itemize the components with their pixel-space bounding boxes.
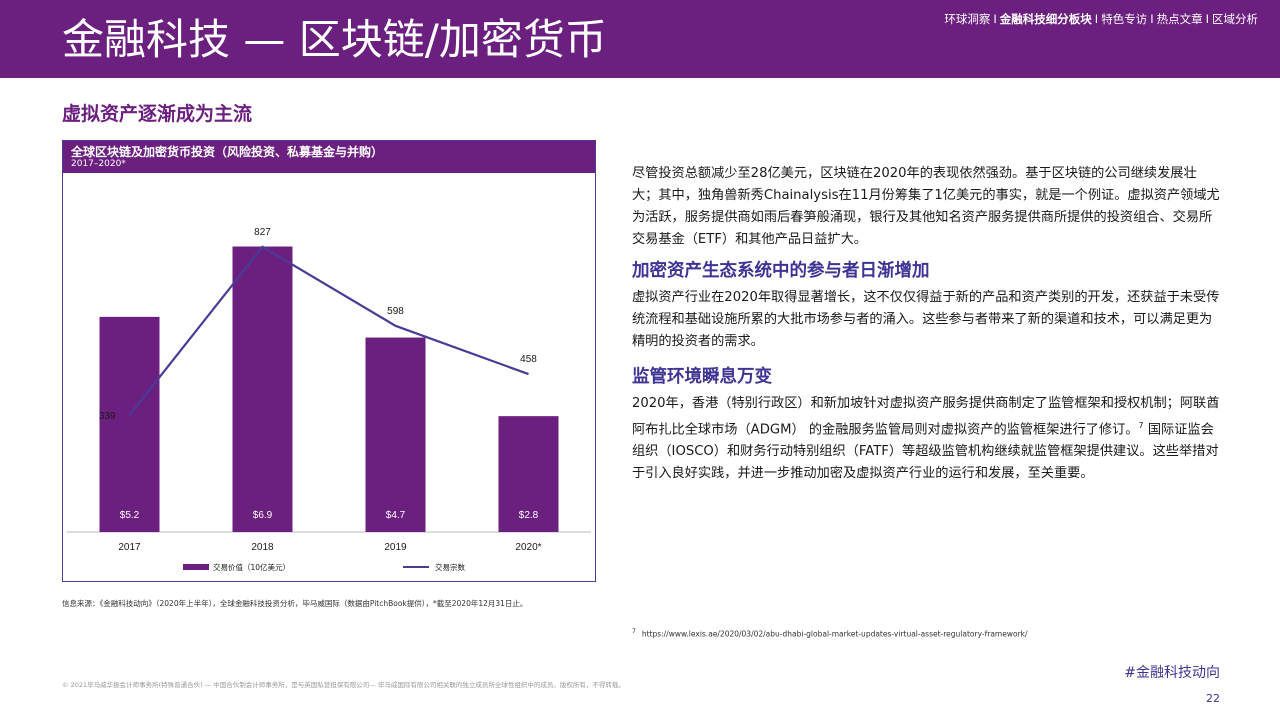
paragraph-ecosystem: 虚拟资产行业在2020年取得显著增长，这不仅仅得益于新的产品和资产类别的开发，还… — [632, 290, 1220, 349]
paragraph-regulation-part2: 国际证监会组织（IOSCO）和财务行动特别组织（FATF）等超级监管机构继续就监… — [632, 422, 1219, 482]
bar-2 — [365, 337, 426, 532]
bar-value-label-2: $4.7 — [386, 510, 406, 521]
source-note: 信息来源：《金融科技动向》（2020年上半年），全球金融科技投资分析，毕马威国际… — [62, 599, 528, 608]
page-title: 金融科技 — 区块链/加密货币 — [62, 15, 607, 64]
line-series-path — [128, 245, 529, 416]
heading-ecosystem: 加密资产生态系统中的参与者日渐增加 — [632, 261, 930, 281]
copyright: © 2021毕马威华振会计师事务所(特殊普通合伙) — 中国合伙制会计师事务所，… — [62, 681, 625, 689]
x-tick-label-2: 2019 — [384, 542, 407, 553]
nav-separator: I — [1150, 12, 1154, 26]
bar-value-label-0: $5.2 — [120, 510, 140, 521]
footnote: 7 https://www.lexis.ae/2020/03/02/abu-dha… — [632, 628, 1028, 639]
nav-separator: I — [1094, 12, 1099, 26]
nav-item-hot-articles[interactable]: 热点文章 — [1156, 12, 1203, 26]
bar-0 — [99, 316, 160, 532]
legend-bar-label: 交易价值（10亿美元） — [213, 562, 290, 572]
investment-chart: $5.2 2017 $6.9 2018 $4.7 2019 $2.8 2020* 339 827 5… — [67, 227, 591, 572]
heading-regulation: 监管环境瞬息万变 — [632, 367, 772, 387]
nav-item-interviews[interactable]: 特色专访 — [1101, 12, 1148, 26]
line-value-label-2: 598 — [387, 306, 404, 317]
paragraph-regulation: 2020年，香港（特别行政区）和新加坡针对虚拟资产服务提供商制定了监管框架和授权… — [632, 393, 1222, 485]
nav-item-regional-analysis[interactable]: 区域分析 — [1212, 12, 1258, 26]
bar-1 — [232, 246, 293, 532]
legend-bar-swatch — [183, 564, 209, 570]
x-tick-label-1: 2018 — [251, 542, 274, 553]
bar-3 — [498, 416, 559, 532]
legend-line-label: 交易宗数 — [435, 562, 465, 572]
chart-title: 全球区块链及加密货币投资（风险投资、私募基金与并购） — [71, 145, 384, 159]
bar-value-label-3: $2.8 — [519, 510, 539, 521]
section-title: 虚拟资产逐渐成为主流 — [62, 103, 253, 125]
line-value-label-0: 339 — [99, 411, 116, 422]
footnote-number: 7 — [632, 628, 636, 635]
top-nav: 环球洞察 I 金融科技细分板块 I 特色专访 I 热点文章 I 区域分析 — [944, 11, 1258, 27]
chart-subtitle: 2017–2020* — [71, 159, 126, 169]
footnote-ref[interactable]: 7 — [1138, 421, 1144, 430]
footnote-link[interactable]: https://www.lexis.ae/2020/03/02/abu-dhab… — [641, 629, 1028, 639]
header-bar: 金融科技 — 区块链/加密货币 环球洞察 I 金融科技细分板块 I 特色专访 I 热点文章 I… — [0, 0, 1280, 78]
paragraph-intro: 尽管投资总额减少至28亿美元，区块链在2020年的表现依然强劲。基于区块链的公司… — [632, 166, 1220, 247]
page-number: 22 — [1206, 692, 1220, 705]
chart-panel: 全球区块链及加密货币投资（风险投资、私募基金与并购） 2017–2020* $5… — [62, 140, 596, 582]
nav-separator: I — [993, 12, 997, 26]
nav-item-fintech-segments[interactable]: 金融科技细分板块 — [999, 12, 1092, 26]
paragraph-regulation-part1: 2020年，香港（特别行政区）和新加坡针对虚拟资产服务提供商制定了监管框架和授权… — [632, 396, 1220, 438]
nav-separator: I — [1205, 12, 1209, 26]
bar-value-label-1: $6.9 — [253, 510, 273, 521]
hashtag[interactable]: #金融科技动向 — [1124, 665, 1220, 681]
line-value-label-1: 827 — [254, 227, 271, 238]
line-value-label-3: 458 — [520, 354, 537, 365]
chart-header: 全球区块链及加密货币投资（风险投资、私募基金与并购） 2017–2020* — [63, 141, 595, 173]
x-tick-label-0: 2017 — [118, 542, 141, 553]
nav-item-global-insights[interactable]: 环球洞察 — [944, 12, 991, 26]
x-tick-label-3: 2020* — [515, 542, 541, 553]
